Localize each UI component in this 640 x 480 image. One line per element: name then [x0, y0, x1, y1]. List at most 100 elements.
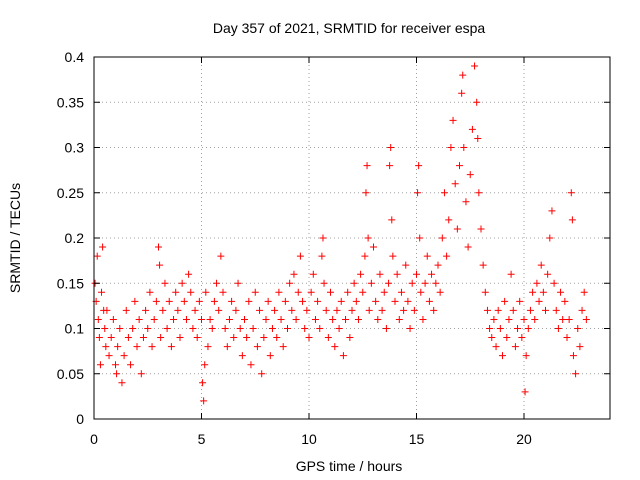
data-point: [357, 270, 365, 278]
data-point: [509, 306, 517, 314]
data-point: [156, 261, 164, 269]
data-point: [548, 207, 556, 215]
data-point: [419, 315, 427, 323]
data-point: [180, 297, 188, 305]
data-point: [176, 334, 184, 342]
data-point: [395, 315, 403, 323]
data-point: [99, 243, 107, 251]
data-point: [241, 315, 248, 323]
data-point: [195, 297, 203, 305]
data-point: [535, 297, 543, 305]
data-point: [131, 297, 139, 305]
data-point: [201, 361, 209, 369]
data-point: [554, 325, 562, 332]
data-point: [466, 171, 474, 179]
data-point: [266, 352, 274, 360]
data-point: [574, 325, 582, 332]
data-point: [464, 243, 472, 251]
data-point: [400, 306, 408, 314]
y-tick-label: 0.4: [65, 49, 85, 65]
data-points: [91, 62, 590, 405]
data-point: [243, 334, 251, 342]
data-point: [142, 306, 150, 314]
data-point: [337, 297, 345, 305]
data-point: [331, 343, 339, 351]
data-point: [490, 315, 498, 323]
data-point: [376, 270, 384, 278]
data-point: [253, 343, 261, 351]
data-point: [362, 189, 370, 197]
data-point: [114, 343, 122, 351]
data-point: [135, 315, 143, 323]
y-tick-label: 0.25: [57, 185, 84, 201]
data-point: [98, 288, 106, 296]
y-tick-label: 0: [76, 411, 84, 427]
data-point: [213, 279, 221, 287]
data-point: [155, 243, 162, 251]
data-point: [139, 334, 147, 342]
axis-ticks: 0 5 10 15 20 0 0.05 0.1 0.15 0.2 0.25 0.3 0.35 0.4: [57, 49, 610, 447]
data-point: [483, 306, 491, 314]
data-point: [524, 325, 532, 332]
data-point: [514, 325, 522, 332]
data-point: [127, 361, 135, 369]
data-point: [206, 315, 214, 323]
data-point: [320, 279, 328, 287]
data-point: [319, 234, 327, 242]
data-point: [378, 306, 386, 314]
data-point: [364, 234, 372, 242]
data-point: [350, 279, 358, 287]
data-point: [569, 352, 577, 360]
x-tick-label: 20: [516, 431, 532, 447]
data-point: [458, 89, 466, 97]
data-point: [449, 116, 457, 124]
data-point: [539, 288, 547, 296]
data-point: [443, 252, 451, 260]
data-point: [488, 334, 496, 342]
data-point: [393, 270, 401, 278]
data-point: [113, 370, 121, 378]
data-point: [172, 288, 180, 296]
data-point: [374, 315, 382, 323]
data-point: [380, 288, 388, 296]
data-point: [582, 315, 590, 323]
data-point: [477, 225, 485, 233]
data-point: [372, 297, 380, 305]
data-point: [161, 279, 169, 287]
data-point: [208, 325, 216, 332]
data-point: [264, 297, 272, 305]
data-point: [163, 325, 171, 332]
data-point: [152, 297, 160, 305]
data-point: [174, 306, 182, 314]
grid-layer: [94, 57, 610, 419]
data-point: [505, 315, 513, 323]
data-point: [533, 279, 541, 287]
data-point: [370, 243, 377, 251]
data-point: [103, 306, 111, 314]
data-point: [342, 315, 350, 323]
data-point: [277, 315, 285, 323]
data-point: [202, 288, 210, 296]
data-point: [410, 306, 418, 314]
data-point: [245, 297, 253, 305]
data-point: [210, 297, 218, 305]
data-point: [492, 343, 500, 351]
data-point: [124, 334, 132, 342]
data-point: [447, 144, 455, 151]
data-point: [397, 288, 405, 296]
data-point: [481, 288, 489, 296]
chart-title: Day 357 of 2021, SRMTID for receiver esp…: [213, 20, 486, 36]
y-tick-label: 0.1: [65, 321, 85, 337]
data-point: [451, 180, 459, 188]
data-point: [550, 279, 558, 287]
data-point: [303, 306, 311, 314]
data-point: [526, 306, 534, 314]
x-axis-label: GPS time / hours: [296, 458, 403, 474]
data-point: [316, 325, 324, 332]
data-point: [311, 315, 319, 323]
data-point: [406, 325, 414, 332]
data-point: [462, 198, 470, 206]
data-point: [157, 334, 165, 342]
y-tick-label: 0.15: [57, 275, 84, 291]
data-point: [572, 370, 580, 378]
